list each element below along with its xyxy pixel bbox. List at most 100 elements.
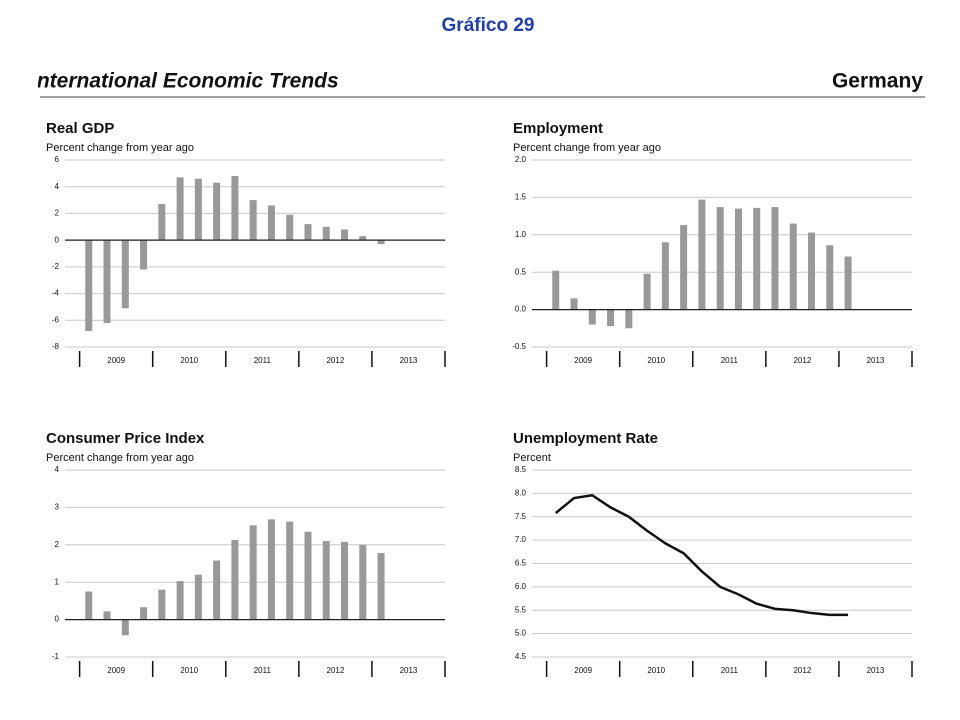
bar — [341, 541, 349, 620]
y-tick-label: -8 — [52, 342, 60, 351]
bar — [570, 298, 578, 310]
y-tick-label: 4 — [55, 465, 60, 474]
page-title: Gráfico 29 — [442, 15, 535, 36]
y-tick-label: -0.5 — [512, 342, 526, 351]
bar — [607, 309, 615, 327]
bar — [588, 309, 596, 325]
chart-title: Employment — [513, 120, 603, 137]
y-tick-label: -2 — [52, 262, 60, 271]
y-tick-label: 2.0 — [515, 155, 527, 164]
x-tick-label: 2009 — [107, 356, 125, 365]
y-tick-label: 4.5 — [515, 652, 527, 661]
chart-subtitle: Percent change from year ago — [513, 142, 661, 154]
chart-subtitle: Percent — [513, 452, 551, 464]
y-tick-label: 5.0 — [515, 629, 527, 638]
bar — [734, 208, 742, 310]
chart-title: Unemployment Rate — [513, 430, 658, 447]
bar — [158, 204, 166, 241]
y-tick-label: 2 — [55, 209, 60, 218]
y-tick-label: 6.5 — [515, 559, 527, 568]
x-tick-label: 2009 — [107, 666, 125, 675]
bar — [121, 240, 129, 309]
bar — [140, 607, 148, 620]
x-tick-label: 2010 — [180, 666, 198, 675]
bar — [231, 539, 239, 620]
y-tick-label: 8.0 — [515, 488, 527, 497]
bar — [286, 521, 294, 620]
bar — [267, 205, 275, 241]
bar — [680, 225, 688, 310]
bar — [176, 177, 184, 241]
y-tick-label: -1 — [52, 652, 60, 661]
chart-title: Consumer Price Index — [46, 430, 205, 447]
bar — [789, 223, 797, 310]
y-tick-label: 1 — [55, 577, 60, 586]
bar — [121, 619, 129, 636]
y-tick-label: 8.5 — [515, 465, 527, 474]
header: International Economic Trends — [31, 70, 339, 93]
x-tick-label: 2009 — [574, 666, 592, 675]
bar — [231, 176, 239, 241]
y-tick-label: 2 — [55, 540, 60, 549]
bar — [377, 553, 385, 620]
bar — [771, 207, 779, 310]
bar — [377, 240, 385, 245]
bar — [698, 199, 706, 310]
bar — [304, 531, 312, 620]
bar — [213, 182, 221, 241]
y-tick-label: 0 — [55, 235, 60, 244]
y-tick-label: 7.0 — [515, 535, 527, 544]
x-tick-label: 2012 — [326, 666, 344, 675]
bar — [194, 178, 202, 241]
y-tick-label: 0.5 — [515, 267, 527, 276]
x-tick-label: 2012 — [326, 356, 344, 365]
bar — [322, 541, 330, 620]
bar — [359, 236, 367, 241]
y-tick-label: 0.0 — [515, 305, 527, 314]
y-tick-label: 1.5 — [515, 193, 527, 202]
x-tick-label: 2010 — [647, 666, 665, 675]
x-tick-label: 2010 — [647, 356, 665, 365]
bar — [341, 229, 349, 241]
bar — [103, 240, 111, 323]
y-tick-label: 6.0 — [515, 582, 527, 591]
y-tick-label: 0 — [55, 615, 60, 624]
bar — [552, 270, 560, 310]
chart-title: Real GDP — [46, 120, 114, 137]
bar — [661, 242, 669, 310]
line — [554, 493, 849, 617]
x-tick-label: 2011 — [721, 666, 739, 675]
x-tick-label: 2013 — [400, 666, 418, 675]
bar — [176, 581, 184, 620]
bar — [625, 309, 633, 329]
y-tick-label: 5.5 — [515, 605, 527, 614]
bar — [158, 589, 166, 620]
y-tick-label: 4 — [55, 182, 60, 191]
bar — [716, 207, 724, 310]
x-tick-label: 2012 — [793, 666, 811, 675]
bar — [249, 525, 257, 620]
bar — [267, 519, 275, 620]
y-tick-label: -6 — [52, 315, 60, 324]
y-tick-label: 7.5 — [515, 512, 527, 521]
bar — [359, 544, 367, 620]
bar — [194, 574, 202, 620]
x-tick-label: 2011 — [254, 666, 272, 675]
bar — [103, 611, 111, 620]
x-tick-label: 2011 — [254, 356, 272, 365]
x-tick-label: 2013 — [867, 666, 885, 675]
y-tick-label: 3 — [55, 503, 60, 512]
x-tick-label: 2012 — [793, 356, 811, 365]
bar — [808, 232, 816, 310]
y-tick-label: 1.0 — [515, 230, 527, 239]
bar — [213, 560, 221, 620]
bar — [286, 214, 294, 241]
bar — [826, 245, 834, 310]
bar — [753, 207, 761, 310]
y-tick-label: 6 — [55, 155, 60, 164]
x-tick-label: 2009 — [574, 356, 592, 365]
bar — [304, 224, 312, 241]
bar — [85, 591, 93, 620]
y-tick-label: -4 — [52, 289, 60, 298]
chart-subtitle: Percent change from year ago — [46, 452, 194, 464]
